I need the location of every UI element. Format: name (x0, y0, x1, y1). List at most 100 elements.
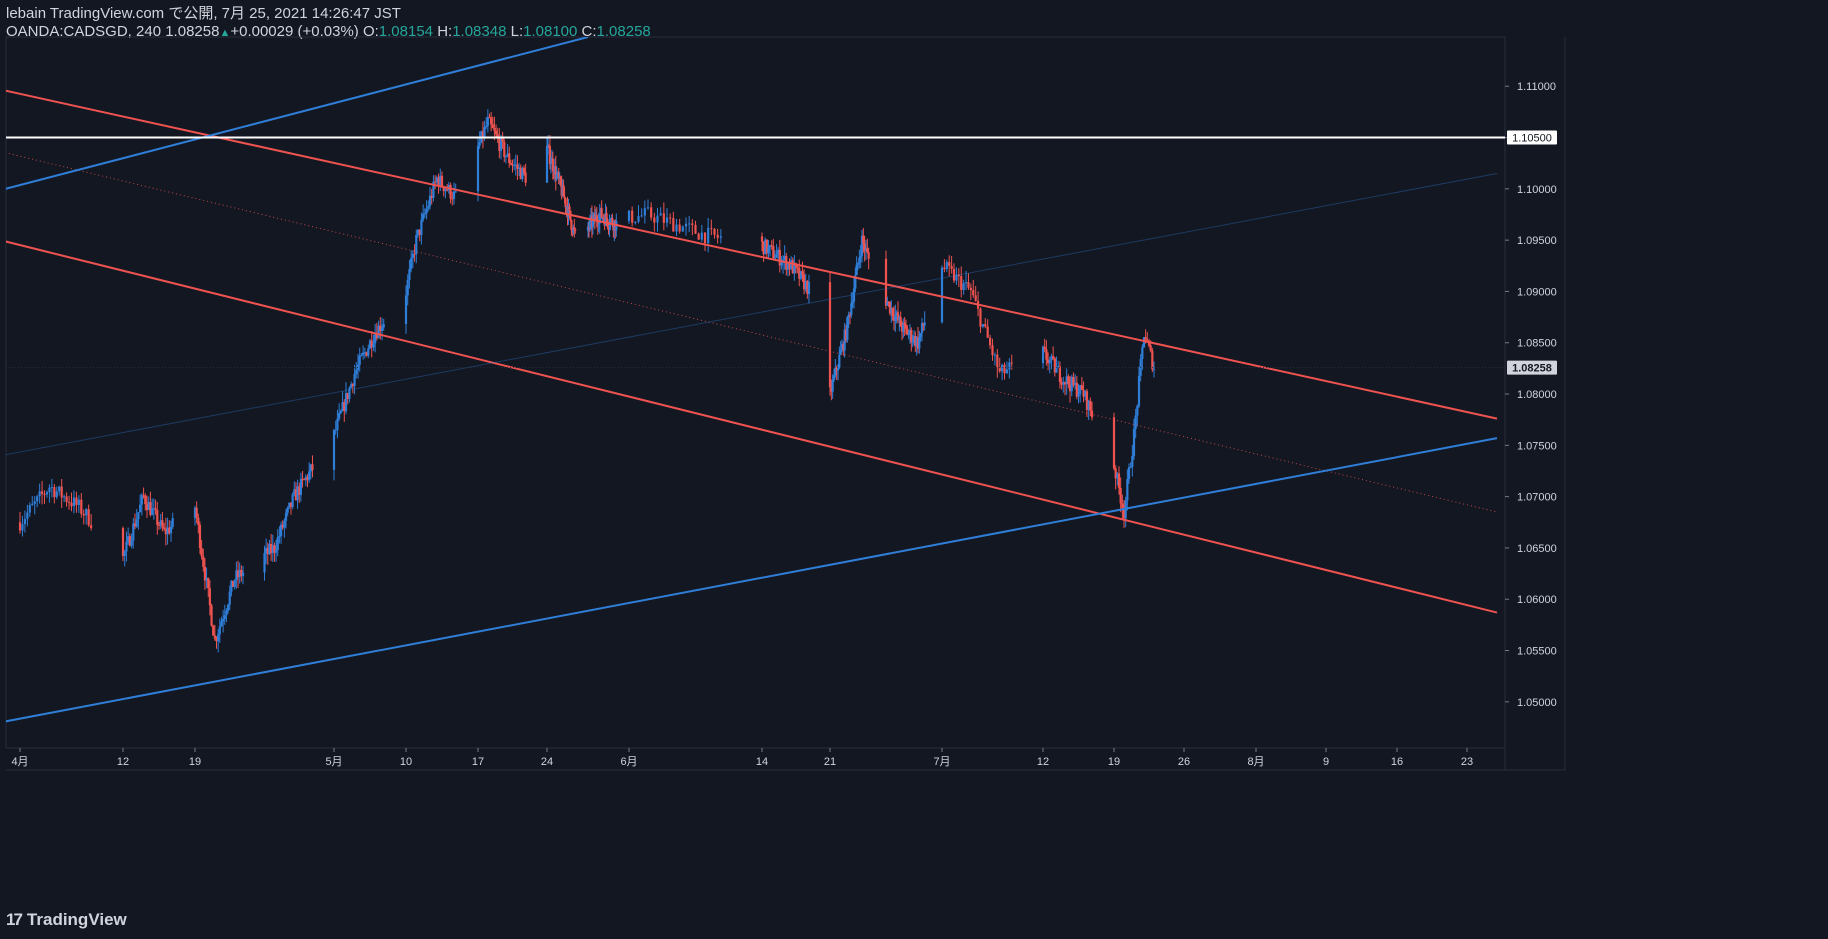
ohlc-line: OANDA:CADSGD, 240 1.08258▲+0.00029 (+0.0… (6, 23, 651, 42)
candle-body (283, 520, 286, 528)
candle-body (1082, 390, 1085, 397)
candle-body (783, 255, 786, 260)
candle-body (697, 233, 700, 240)
candle-body (406, 279, 409, 296)
candle-body (1046, 359, 1050, 364)
candle-body (36, 496, 39, 502)
candle-body (554, 166, 557, 180)
candle-body (1132, 429, 1136, 456)
last-price-label: 1.08258 (1512, 363, 1552, 375)
candle-body (31, 503, 34, 506)
candle-body (348, 387, 351, 399)
candle-body (864, 248, 868, 251)
candle-body (123, 551, 126, 557)
candle-body (294, 489, 298, 501)
candle-body (1058, 366, 1062, 382)
candle-body (596, 221, 599, 225)
candle-body (142, 495, 145, 497)
x-tick-label: 17 (472, 756, 484, 768)
candle-body (516, 164, 519, 169)
candle-body (848, 314, 852, 316)
candle-body (777, 249, 780, 255)
candle-body (844, 329, 848, 341)
candle-body (425, 208, 428, 214)
candle-body (351, 384, 354, 387)
candle-body (765, 239, 768, 254)
x-tick-label: 8月 (1247, 756, 1264, 768)
candle-body (334, 429, 337, 431)
candle-body (993, 354, 997, 356)
candle-body (955, 274, 958, 281)
candle-body (127, 536, 130, 542)
candle-body (133, 523, 137, 527)
high-label: H: (437, 23, 453, 40)
candle-body (298, 486, 301, 496)
candle-body (1090, 410, 1094, 418)
candle-body (894, 315, 897, 321)
candle-body (768, 245, 772, 247)
candle-body (33, 501, 36, 504)
candle-body (152, 508, 155, 510)
candle-body (498, 137, 501, 151)
candle-body (195, 507, 198, 518)
candle-body (368, 340, 372, 349)
candle-body (48, 487, 51, 493)
low-label: L: (510, 23, 524, 40)
candle-body (135, 519, 138, 527)
horizontal-resistance-price-label: 1.10500 (1512, 133, 1552, 145)
candle-body (58, 486, 61, 492)
candle-body (137, 512, 140, 520)
candle-body (53, 487, 56, 498)
candle-body (514, 164, 517, 166)
candle-body (716, 234, 719, 238)
candle-body (336, 418, 339, 430)
candle-body (764, 239, 767, 255)
candle-body (501, 138, 504, 142)
candle-body (1074, 382, 1077, 386)
ascending-channel-mid (6, 172, 1498, 456)
candle-body (293, 489, 296, 495)
candle-body (439, 175, 442, 187)
candle-body (404, 295, 408, 325)
candle-body (842, 344, 845, 351)
candle-body (75, 497, 78, 505)
candle-body (1089, 400, 1092, 411)
candle-body (952, 268, 956, 281)
candle-body (602, 217, 605, 219)
candle-body (435, 177, 438, 183)
candle-body (485, 125, 488, 128)
x-tick-label: 10 (400, 756, 412, 768)
y-tick-label: 1.09000 (1517, 286, 1557, 298)
candle-body (65, 496, 68, 502)
candle-body (1080, 385, 1083, 391)
candle-body (481, 131, 485, 139)
candle-body (643, 208, 646, 216)
candle-body (350, 384, 353, 388)
candle-body (858, 257, 861, 263)
candle-body (513, 164, 516, 166)
candle-body (650, 207, 653, 218)
candle-body (867, 252, 870, 259)
candle-body (375, 334, 378, 339)
candle-body (198, 524, 202, 549)
candle-body (608, 225, 611, 228)
candle-body (640, 215, 643, 217)
candle-body (979, 308, 982, 327)
candle-body (545, 145, 549, 183)
candle-body (279, 524, 283, 537)
candle-body (911, 341, 914, 343)
candle-body (646, 207, 650, 209)
candle-body (506, 153, 509, 157)
candle-body (422, 213, 425, 220)
candle-body (301, 478, 304, 480)
brand-text: TradingView (26, 910, 127, 929)
x-tick-label: 14 (756, 756, 768, 768)
candle-body (503, 141, 506, 158)
candle-body (669, 217, 672, 219)
candle-body (268, 543, 271, 555)
candle-body (508, 153, 511, 163)
tradingview-logo-icon: 17 (6, 910, 23, 929)
y-tick-label: 1.05500 (1517, 646, 1557, 658)
close-label: C: (581, 23, 597, 40)
